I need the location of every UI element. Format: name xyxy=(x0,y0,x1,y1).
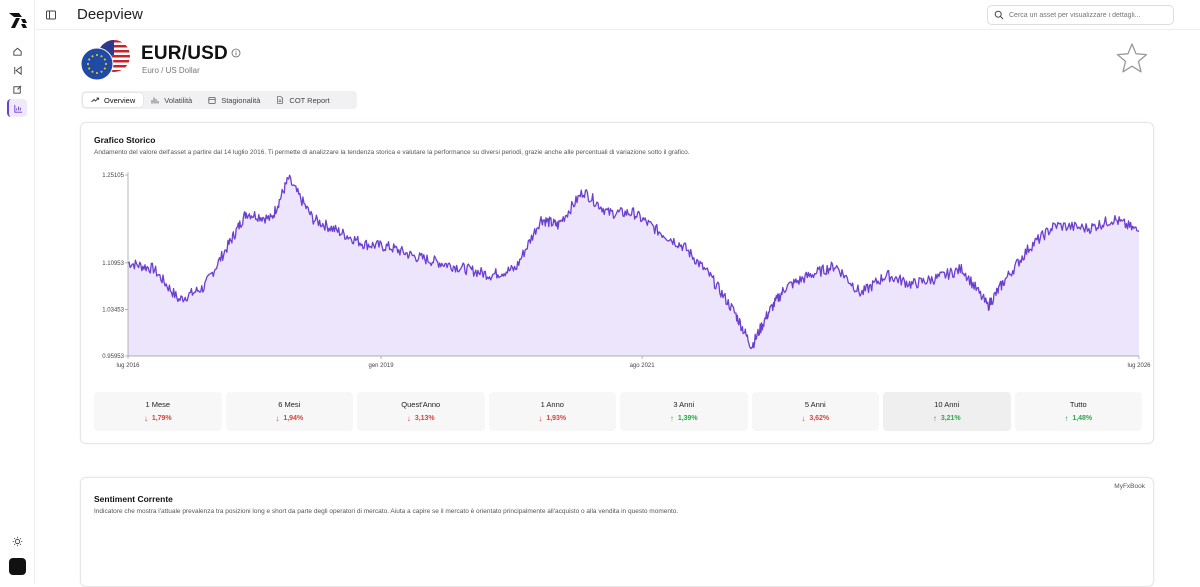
performance-card[interactable]: 5 Anni ↓ 3,62% xyxy=(751,392,879,431)
arrow-up-icon: ↑ xyxy=(669,414,674,423)
performance-card[interactable]: 6 Mesi ↓ 1,94% xyxy=(225,392,353,431)
tab-volatility-label: Volatilità xyxy=(164,95,193,105)
y-tick-label: 1.25105 xyxy=(102,173,124,179)
favorite-star-icon[interactable] xyxy=(1115,41,1149,75)
performance-label: 5 Anni xyxy=(804,400,826,409)
tab-cot-report-label: COT Report xyxy=(289,95,330,105)
performance-label: Tutto xyxy=(1069,400,1087,409)
top-bar: Deepview xyxy=(35,0,1200,30)
tab-overview[interactable]: Overview xyxy=(83,93,144,107)
bar-chart-icon xyxy=(151,97,159,104)
price-history-chart[interactable]: 1.25105 1.10953 1.03453 0.95953 lug 2016 gen … xyxy=(81,123,1155,383)
trend-icon xyxy=(91,97,99,103)
x-tick-label: ago 2021 xyxy=(630,363,656,369)
sentiment-description: Indicatore che mostra l'attuale prevalen… xyxy=(94,508,679,515)
performance-value: ↑ 1,48% xyxy=(1064,414,1092,423)
charts-icon[interactable] xyxy=(7,99,27,117)
performance-percent: 3,13% xyxy=(414,415,435,422)
arrow-down-icon: ↓ xyxy=(143,414,148,423)
y-tick-label: 1.10953 xyxy=(102,261,124,267)
performance-value: ↑ 1,39% xyxy=(670,414,698,423)
sun-icon[interactable] xyxy=(7,532,27,550)
chart-price-line xyxy=(127,174,1140,350)
performance-percent: 1,93% xyxy=(546,415,567,422)
performance-label: 1 Anno xyxy=(540,400,564,409)
edit-icon[interactable] xyxy=(7,80,27,98)
performance-value: ↓ 3,62% xyxy=(801,414,829,423)
historical-chart-description: Andamento del valore dell'asset a partir… xyxy=(94,149,690,156)
arrow-down-icon: ↓ xyxy=(538,414,543,423)
info-icon[interactable] xyxy=(231,48,241,58)
performance-label: 1 Mese xyxy=(145,400,171,409)
performance-value: ↑ 3,21% xyxy=(933,414,961,423)
app-logo[interactable] xyxy=(8,10,28,30)
performance-label: 6 Mesi xyxy=(278,400,301,409)
performance-card[interactable]: 10 Anni ↑ 3,21% xyxy=(883,392,1011,431)
search-box[interactable] xyxy=(987,5,1174,25)
performance-value: ↓ 1,79% xyxy=(144,414,172,423)
arrow-down-icon: ↓ xyxy=(801,414,806,423)
tab-seasonality-label: Stagionalità xyxy=(221,95,261,105)
performance-card[interactable]: Tutto ↑ 1,48% xyxy=(1014,392,1142,431)
performance-label: Quest'Anno xyxy=(401,400,441,409)
historical-chart-title: Grafico Storico xyxy=(94,135,156,145)
performance-label: 10 Anni xyxy=(934,400,960,409)
performance-card[interactable]: Quest'Anno ↓ 3,13% xyxy=(357,392,485,431)
x-tick-label: gen 2019 xyxy=(369,363,395,369)
home-icon[interactable] xyxy=(7,42,27,60)
performance-percent: 1,39% xyxy=(677,415,698,422)
x-tick-label: lug 2016 xyxy=(116,363,140,369)
asset-symbol: EUR/USD xyxy=(141,43,228,64)
tab-seasonality[interactable]: Stagionalità xyxy=(200,93,268,107)
currency-pair-flags xyxy=(80,40,130,81)
search-icon xyxy=(994,10,1004,20)
app-title: Deepview xyxy=(77,6,143,23)
x-tick-label: lug 2026 xyxy=(1127,363,1151,369)
avatar[interactable] xyxy=(9,558,26,575)
sentiment-card: MyFxBook Sentiment Corrente Indicatore c… xyxy=(80,477,1154,587)
performance-value: ↓ 1,94% xyxy=(275,414,303,423)
performance-percent: 1,48% xyxy=(1072,415,1093,422)
performance-value: ↓ 3,13% xyxy=(407,414,435,423)
tab-overview-label: Overview xyxy=(104,95,136,105)
sidebar-toggle-icon[interactable] xyxy=(45,9,57,21)
sentiment-source: MyFxBook xyxy=(1114,483,1145,490)
performance-percent: 3,62% xyxy=(809,415,830,422)
y-tick-label: 1.03453 xyxy=(102,307,124,313)
asset-tabs: Overview Volatilità Stagionalità COT Rep… xyxy=(81,91,357,109)
performance-percent: 3,21% xyxy=(940,415,961,422)
performance-label: 3 Anni xyxy=(673,400,695,409)
performance-percent: 1,79% xyxy=(151,415,172,422)
y-tick-label: 0.95953 xyxy=(102,354,124,360)
tab-cot-report[interactable]: COT Report xyxy=(268,93,337,107)
arrow-up-icon: ↑ xyxy=(1064,414,1069,423)
document-icon xyxy=(277,96,284,104)
tab-volatility[interactable]: Volatilità xyxy=(143,93,200,107)
performance-percent: 1,94% xyxy=(283,415,304,422)
arrow-up-icon: ↑ xyxy=(932,414,937,423)
arrow-down-icon: ↓ xyxy=(406,414,411,423)
search-input[interactable] xyxy=(1009,11,1169,19)
performance-value: ↓ 1,93% xyxy=(538,414,566,423)
replay-icon[interactable] xyxy=(7,61,27,79)
calendar-icon xyxy=(208,97,216,104)
chart-area-fill xyxy=(128,175,1139,356)
arrow-down-icon: ↓ xyxy=(275,414,280,423)
sentiment-title: Sentiment Corrente xyxy=(94,494,173,504)
performance-card[interactable]: 1 Anno ↓ 1,93% xyxy=(488,392,616,431)
performance-card[interactable]: 1 Mese ↓ 1,79% xyxy=(94,392,222,431)
sidebar xyxy=(0,0,35,584)
historical-chart-card: Grafico Storico Andamento del valore del… xyxy=(80,122,1154,444)
performance-row: 1 Mese ↓ 1,79% 6 Mesi ↓ 1,94% Quest'Anno ↓ 3,13%… xyxy=(94,392,1142,431)
asset-name: Euro / US Dollar xyxy=(142,66,200,75)
performance-card[interactable]: 3 Anni ↑ 1,39% xyxy=(620,392,748,431)
